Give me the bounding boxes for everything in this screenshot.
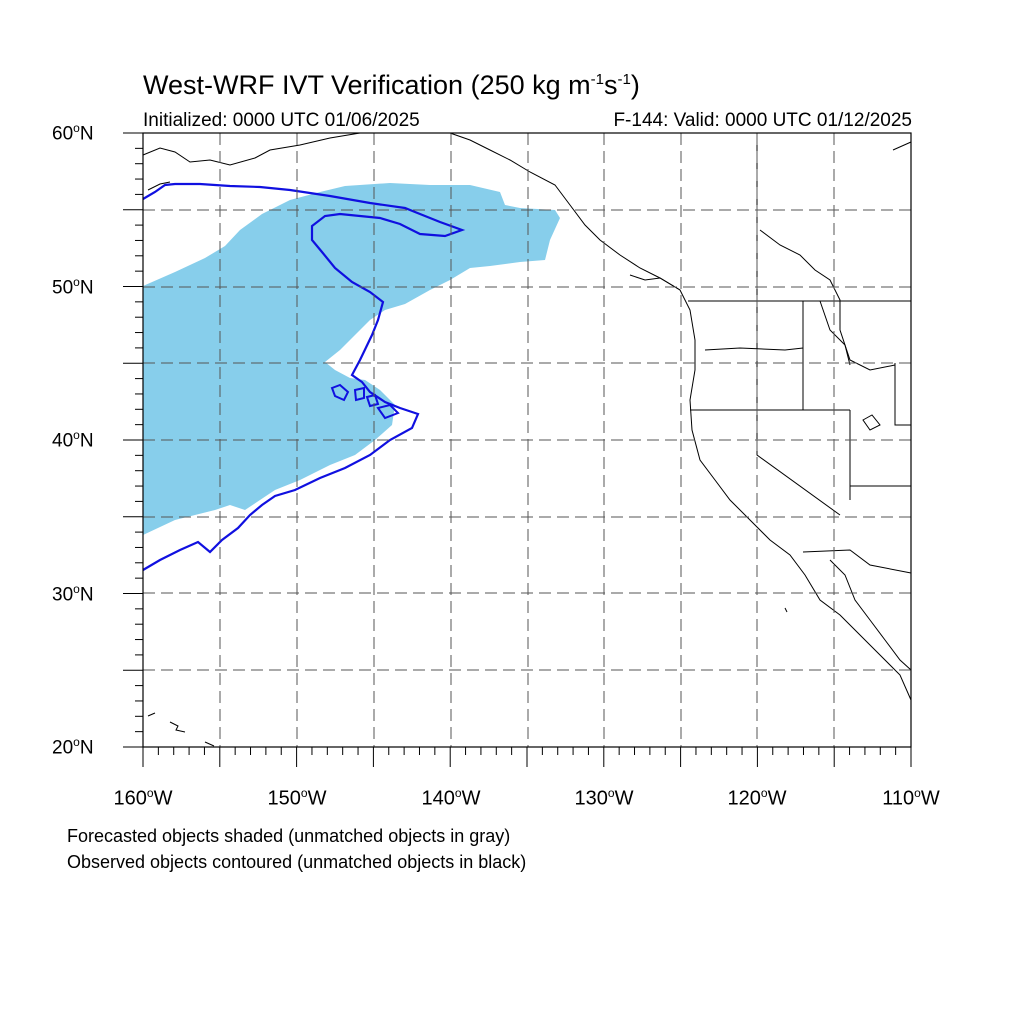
lat-label-20n: 20oN: [52, 735, 94, 759]
lon-label-150w: 150oW: [267, 786, 327, 810]
lat-label-40n: 40oN: [52, 428, 94, 452]
lon-label-140w: 140oW: [421, 786, 481, 810]
init-time-label: Initialized: 0000 UTC 01/06/2025: [143, 110, 420, 131]
observed-object-contour: [142, 182, 466, 571]
observed-object-contour-small-2: [353, 386, 365, 402]
lon-label-110w: 110oW: [882, 786, 940, 810]
graticule: [143, 133, 911, 747]
lon-label-120w: 120oW: [727, 786, 787, 810]
lat-label-30n: 30oN: [52, 582, 94, 606]
axis-ticks: [123, 132, 912, 767]
figure-title: West-WRF IVT Verification (250 kg m-1s-1…: [143, 70, 640, 100]
observed-object-contour-small-4: [376, 403, 400, 420]
forecast-object-shading: [143, 183, 560, 535]
lon-label-160w: 160oW: [113, 786, 173, 810]
valid-time-label: F-144: Valid: 0000 UTC 01/12/2025: [613, 110, 912, 131]
coastline: [142, 132, 912, 747]
observed-object-contour-small-3: [365, 393, 380, 408]
political-boundaries: [688, 133, 912, 574]
lon-label-130w: 130oW: [574, 786, 634, 810]
note-forecast: Forecasted objects shaded (unmatched obj…: [67, 826, 511, 846]
lat-label-50n: 50oN: [52, 275, 94, 299]
note-observed: Observed objects contoured (unmatched ob…: [67, 852, 527, 872]
observed-object-contour-small-1: [330, 383, 350, 402]
lat-label-60n: 60oN: [52, 121, 94, 145]
